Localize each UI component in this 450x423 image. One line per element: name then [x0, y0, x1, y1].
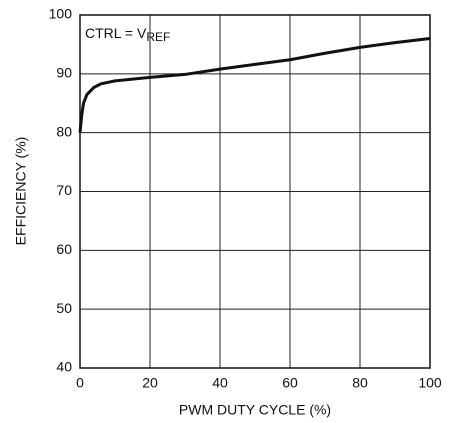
x-tick-label: 80 [352, 375, 368, 391]
line [78, 37, 431, 133]
y-tick-label: 40 [56, 359, 72, 375]
x-tick-label: 100 [418, 375, 442, 391]
y-tick-label: 100 [49, 6, 73, 22]
annotation-subscript: REF [146, 30, 170, 44]
annotation-text: CTRL = V [85, 25, 147, 41]
y-tick-label: 50 [56, 300, 72, 316]
x-tick-label: 40 [212, 375, 228, 391]
annotation: CTRL = VREF [85, 25, 170, 44]
plot-frame [79, 14, 431, 369]
y-tick-label: 60 [56, 241, 72, 257]
x-axis-label: PWM DUTY CYCLE (%) [179, 402, 331, 418]
x-tick-label: 20 [142, 375, 158, 391]
y-tick-label: 80 [56, 123, 72, 139]
x-tick-label: 60 [282, 375, 298, 391]
y-tick-label: 90 [56, 65, 72, 81]
y-axis-label: EFFICIENCY (%) [13, 137, 29, 246]
x-tick-label: 0 [76, 375, 84, 391]
y-tick-label: 70 [56, 182, 72, 198]
